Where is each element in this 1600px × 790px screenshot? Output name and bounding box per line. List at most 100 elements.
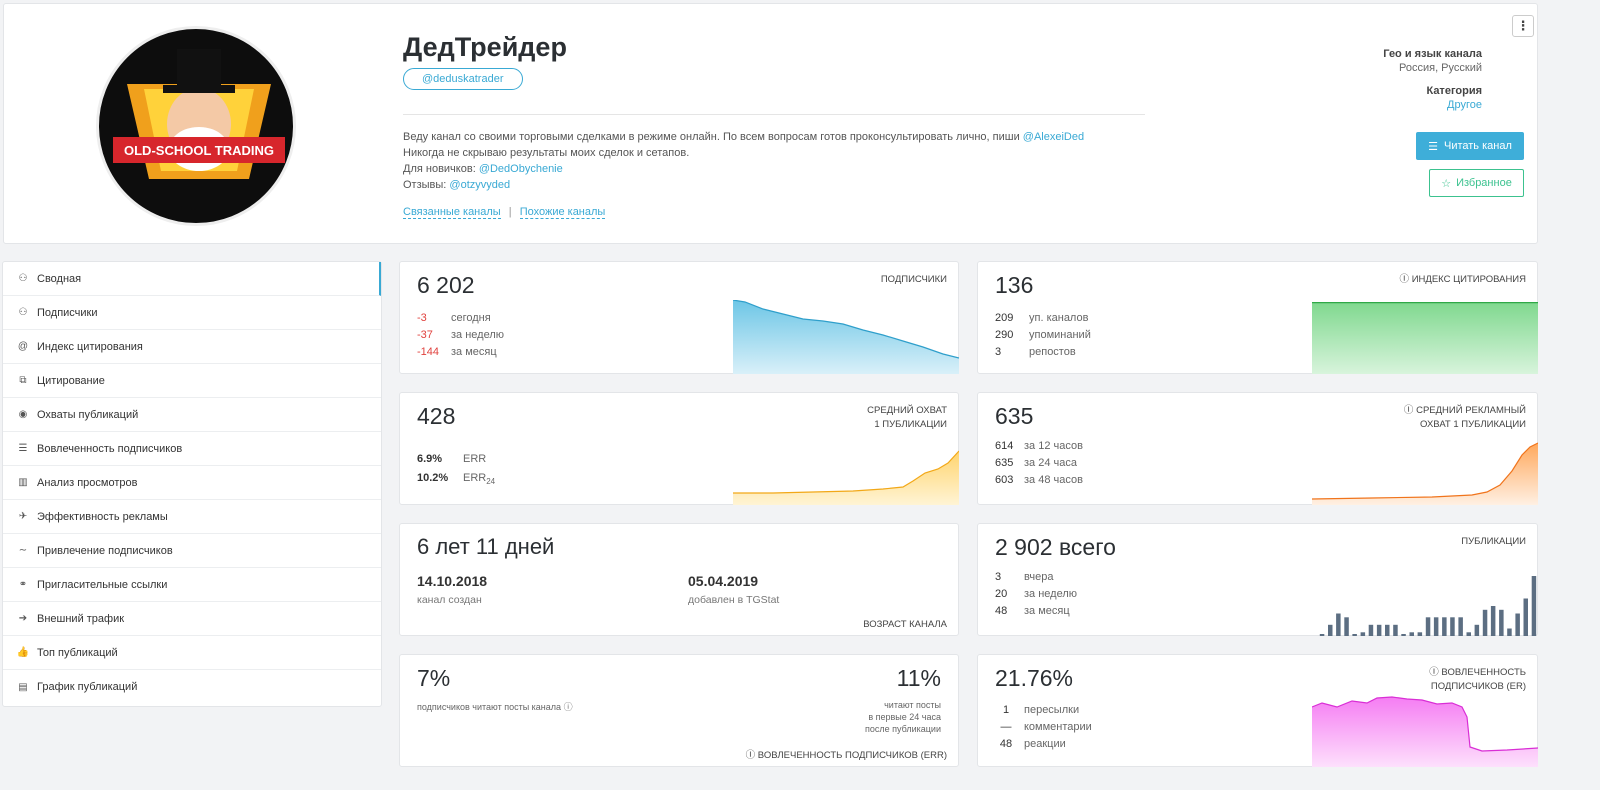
err-row: 6.9% ERR — [417, 453, 487, 465]
favorite-button[interactable]: ☆ Избранное — [1429, 169, 1524, 197]
card-subscribers[interactable]: 6 202 ПОДПИСЧИКИ -3 сегодня -37 за неделю … — [399, 261, 959, 374]
arrow-icon: ➔ — [18, 613, 28, 624]
er-forwards: 1 пересылки — [1002, 704, 1080, 716]
ad-reach-12h: 614 за 12 часов — [995, 440, 1083, 452]
posts-bar — [1490, 606, 1496, 636]
ad-reach-24h: 635 за 24 часа — [995, 457, 1077, 469]
engagement-icon: ☰ — [18, 443, 28, 454]
card-channel-age: 6 лет 11 дней 14.10.2018 канал создан 05… — [399, 523, 959, 636]
age-value: 6 лет 11 дней — [417, 534, 555, 559]
posts-bar — [1344, 617, 1349, 636]
added-date: 05.04.2019 — [688, 573, 759, 589]
err-left-value: 7% — [417, 665, 451, 691]
citation-sparkline — [1312, 302, 1538, 374]
sidebar-item-citations[interactable]: ⧉ Цитирование — [3, 364, 381, 398]
card-publications[interactable]: 2 902 всего ПУБЛИКАЦИИ 3 вчера 20 за недел… — [977, 523, 1538, 636]
description-line-2: Никогда не скрываю результаты моих сдело… — [403, 147, 690, 159]
channel-links: Связанные каналы | Похожие каналы — [403, 206, 606, 219]
author-link[interactable]: @AlexeiDed — [1022, 131, 1085, 143]
err24-row: 10.2% ERR24 — [417, 472, 496, 487]
citation-channels: 209 уп. каналов — [995, 312, 1089, 324]
category-link[interactable]: Другое — [1447, 99, 1482, 111]
posts-bar — [1458, 617, 1463, 636]
posts-bar — [1328, 624, 1333, 636]
bar-chart-icon: ▥ — [18, 477, 28, 488]
sidebar-item-reach[interactable]: ◉ Охваты публикаций — [3, 398, 381, 432]
thumbs-up-icon: 👍 — [16, 647, 30, 658]
added-label: добавлен в TGStat — [688, 594, 780, 606]
err-caption: ⓘ ВОВЛЕЧЕННОСТЬ ПОДПИСЧИКОВ (ERR) — [745, 750, 947, 761]
posts-bar — [1523, 598, 1528, 636]
subscribers-value: 6 202 — [417, 272, 475, 298]
subscribers-week: -37 за неделю — [417, 329, 505, 341]
ad-reach-value: 635 — [995, 403, 1034, 429]
copy-icon: ⧉ — [19, 375, 27, 386]
sidebar-item-summary[interactable]: ⚇ Сводная — [3, 262, 381, 296]
posts-bar — [1319, 634, 1325, 636]
eye-icon: ◉ — [18, 409, 28, 420]
info-icon: ⓘ — [1403, 405, 1414, 416]
er-sparkline — [1312, 696, 1538, 767]
sidebar-item-views-analysis[interactable]: ▥ Анализ просмотров — [3, 466, 381, 500]
posts-bar — [1360, 632, 1366, 636]
sidebar-item-subscribers[interactable]: ⚇ Подписчики — [3, 296, 381, 330]
link-icon: ⚭ — [18, 579, 28, 590]
calendar-icon: ▤ — [18, 681, 28, 693]
citation-reposts: 3 репостов — [995, 346, 1076, 358]
reviews-link[interactable]: @otzyvyded — [449, 179, 511, 191]
similar-channels-link[interactable]: Похожие каналы — [519, 206, 606, 219]
card-average-reach[interactable]: 428 СРЕДНИЙ ОХВАТ 1 ПУБЛИКАЦИИ 6.9% ERR 10… — [399, 392, 959, 505]
citation-caption: ⓘ ИНДЕКС ЦИТИРОВАНИЯ — [1399, 274, 1526, 285]
card-engagement-er[interactable]: 21.76% ⓘ ВОВЛЕЧЕННОСТЬ ПОДПИСЧИКОВ (ER) 1… — [977, 654, 1538, 767]
sidebar-item-citation-index[interactable]: @ Индекс цитирования — [3, 330, 381, 364]
posts-bar — [1442, 617, 1447, 636]
star-icon: ☆ — [1441, 177, 1452, 190]
posts-bar — [1385, 624, 1390, 636]
info-icon: ⓘ — [745, 750, 756, 761]
posts-bar — [1466, 632, 1471, 636]
sidebar-item-invite-links[interactable]: ⚭ Пригласительные ссылки — [3, 568, 381, 602]
sidebar-item-ad-efficiency[interactable]: ✈ Эффективность рекламы — [3, 500, 381, 534]
card-ad-reach[interactable]: 635 ⓘ СРЕДНИЙ РЕКЛАМНЫЙ ОХВАТ 1 ПУБЛИКАЦИ… — [977, 392, 1538, 505]
posts-bar — [1531, 576, 1537, 636]
card-citation-index[interactable]: 136 ⓘ ИНДЕКС ЦИТИРОВАНИЯ 209 уп. каналов … — [977, 261, 1538, 374]
posts-bar — [1482, 609, 1488, 636]
beginners-link[interactable]: @DedObychenie — [478, 163, 563, 175]
posts-bar — [1393, 624, 1398, 636]
rocket-icon: ✈ — [18, 511, 28, 522]
sidebar-item-engagement[interactable]: ☰ Вовлеченность подписчиков — [3, 432, 381, 466]
subscribers-sparkline — [733, 300, 959, 374]
er-reactions: 48 реакции — [999, 738, 1066, 750]
posts-bar — [1499, 609, 1504, 636]
posts-bar — [1474, 624, 1480, 636]
sidebar-item-top-posts[interactable]: 👍 Топ публикаций — [3, 636, 381, 670]
card-engagement-err[interactable]: 7% подписчиков читают посты канала ⓘ 11%… — [399, 654, 959, 767]
info-icon: ⓘ — [1429, 667, 1439, 678]
trend-icon: ∼ — [18, 545, 28, 556]
users-icon: ⚇ — [18, 307, 28, 318]
age-caption: ВОЗРАСТ КАНАЛА — [863, 619, 947, 630]
reach-sparkline — [733, 450, 959, 505]
read-channel-button[interactable]: ☰ Читать канал — [1416, 132, 1524, 160]
sidebar-item-external-traffic[interactable]: ➔ Внешний трафик — [3, 602, 381, 636]
posts-bar — [1401, 634, 1406, 636]
err-right-value: 11% — [896, 665, 941, 691]
subscribers-today: -3 сегодня — [417, 312, 491, 324]
posts-bar — [1433, 617, 1439, 636]
at-icon: @ — [17, 341, 29, 352]
geo-label: Гео и язык канала — [1383, 48, 1482, 60]
description-line-1: Веду канал со своими торговыми сделками … — [403, 131, 1085, 143]
channel-handle-link[interactable]: @deduskatrader — [403, 68, 523, 90]
description-line-4: Отзывы: @otzyvyded — [403, 179, 511, 191]
related-channels-link[interactable]: Связанные каналы — [403, 206, 501, 219]
citation-value: 136 — [995, 272, 1034, 298]
list-icon: ☰ — [1428, 140, 1438, 153]
posts-caption: ПУБЛИКАЦИИ — [1461, 536, 1526, 547]
ad-reach-caption: ⓘ СРЕДНИЙ РЕКЛАМНЫЙ ОХВАТ 1 ПУБЛИКАЦИИ — [1403, 405, 1526, 430]
channel-title: ДедТрейдер — [403, 32, 567, 62]
more-menu-button[interactable]: ⋮ — [1512, 15, 1534, 37]
posts-bar — [1336, 613, 1341, 636]
sidebar-item-post-schedule[interactable]: ▤ График публикаций — [3, 670, 381, 704]
info-icon: ⓘ — [1399, 274, 1410, 285]
sidebar-item-acquisition[interactable]: ∼ Привлечение подписчиков — [3, 534, 381, 568]
